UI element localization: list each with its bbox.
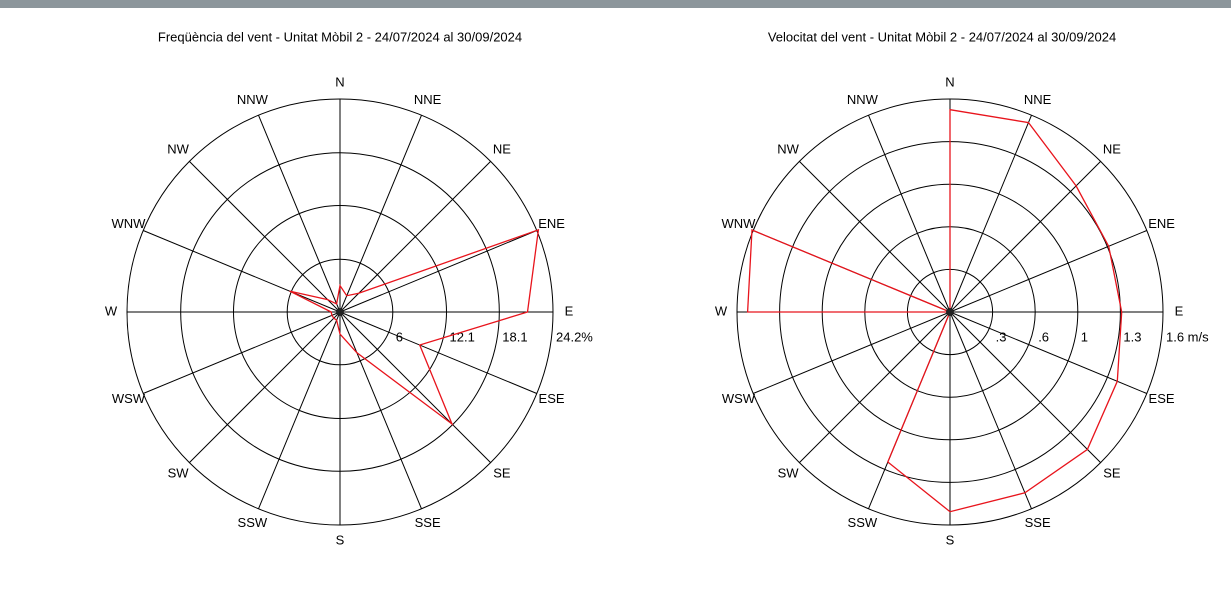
spoke <box>339 311 537 394</box>
direction-label: NW <box>777 142 799 157</box>
direction-label: W <box>715 303 728 318</box>
radar-line <box>289 228 540 426</box>
direction-label: SSW <box>848 515 878 530</box>
chart-title: Velocitat del vent - Unitat Mòbil 2 - 24… <box>768 29 1116 44</box>
radar-line <box>746 108 1123 513</box>
direction-label: N <box>335 74 344 89</box>
r-tick-label: .3 <box>996 329 1007 344</box>
spoke <box>339 311 422 509</box>
direction-label: ESE <box>1149 391 1175 406</box>
direction-label: NE <box>493 142 511 157</box>
direction-label: SE <box>493 465 511 480</box>
direction-label: ESE <box>539 391 565 406</box>
direction-label: SW <box>778 465 800 480</box>
direction-label: NNW <box>847 92 879 107</box>
r-tick-label: 24.2% <box>556 329 593 344</box>
spoke <box>339 230 537 313</box>
spoke <box>799 311 951 463</box>
spoke <box>339 311 491 463</box>
direction-label: ENE <box>1148 216 1175 231</box>
spoke <box>753 311 951 394</box>
r-tick-label: .6 <box>1038 329 1049 344</box>
direction-label: SSE <box>415 515 441 530</box>
r-tick-label: 12.1 <box>450 329 475 344</box>
r-tick-label: 1.6 m/s <box>1166 329 1209 344</box>
spoke <box>949 311 1101 463</box>
direction-label: SSW <box>238 515 268 530</box>
direction-label: W <box>105 303 118 318</box>
spoke <box>339 161 491 313</box>
direction-label: SE <box>1103 465 1121 480</box>
spoke <box>258 115 341 313</box>
spoke <box>143 311 341 394</box>
chart-title: Freqüència del vent - Unitat Mòbil 2 - 2… <box>158 29 522 44</box>
spoke <box>949 161 1101 313</box>
direction-label: NNE <box>1024 92 1052 107</box>
direction-label: SW <box>168 465 190 480</box>
direction-label: WSW <box>722 391 756 406</box>
direction-label: N <box>945 74 954 89</box>
top-bar <box>0 0 1231 8</box>
spoke <box>189 161 341 313</box>
direction-label: WSW <box>112 391 146 406</box>
direction-label: E <box>565 303 574 318</box>
direction-label: NNE <box>414 92 442 107</box>
spoke <box>949 230 1147 313</box>
direction-label: NNW <box>237 92 269 107</box>
spoke <box>949 311 1147 394</box>
spoke <box>949 311 1032 509</box>
spoke <box>868 115 951 313</box>
direction-label: S <box>336 532 345 547</box>
direction-label: S <box>946 532 955 547</box>
spoke <box>189 311 341 463</box>
spoke <box>949 115 1032 313</box>
r-tick-label: 1 <box>1081 329 1088 344</box>
direction-label: NE <box>1103 142 1121 157</box>
center-dot <box>336 308 344 316</box>
direction-label: E <box>1175 303 1184 318</box>
direction-label: ENE <box>538 216 565 231</box>
r-tick-label: 1.3 <box>1123 329 1141 344</box>
spoke <box>799 161 951 313</box>
center-dot <box>946 308 954 316</box>
direction-label: NW <box>167 142 189 157</box>
r-tick-label: 18.1 <box>502 329 527 344</box>
spoke <box>143 230 341 313</box>
direction-label: WNW <box>111 216 146 231</box>
spoke <box>339 115 422 313</box>
direction-label: SSE <box>1025 515 1051 530</box>
spoke <box>258 311 341 509</box>
direction-label: WNW <box>721 216 756 231</box>
